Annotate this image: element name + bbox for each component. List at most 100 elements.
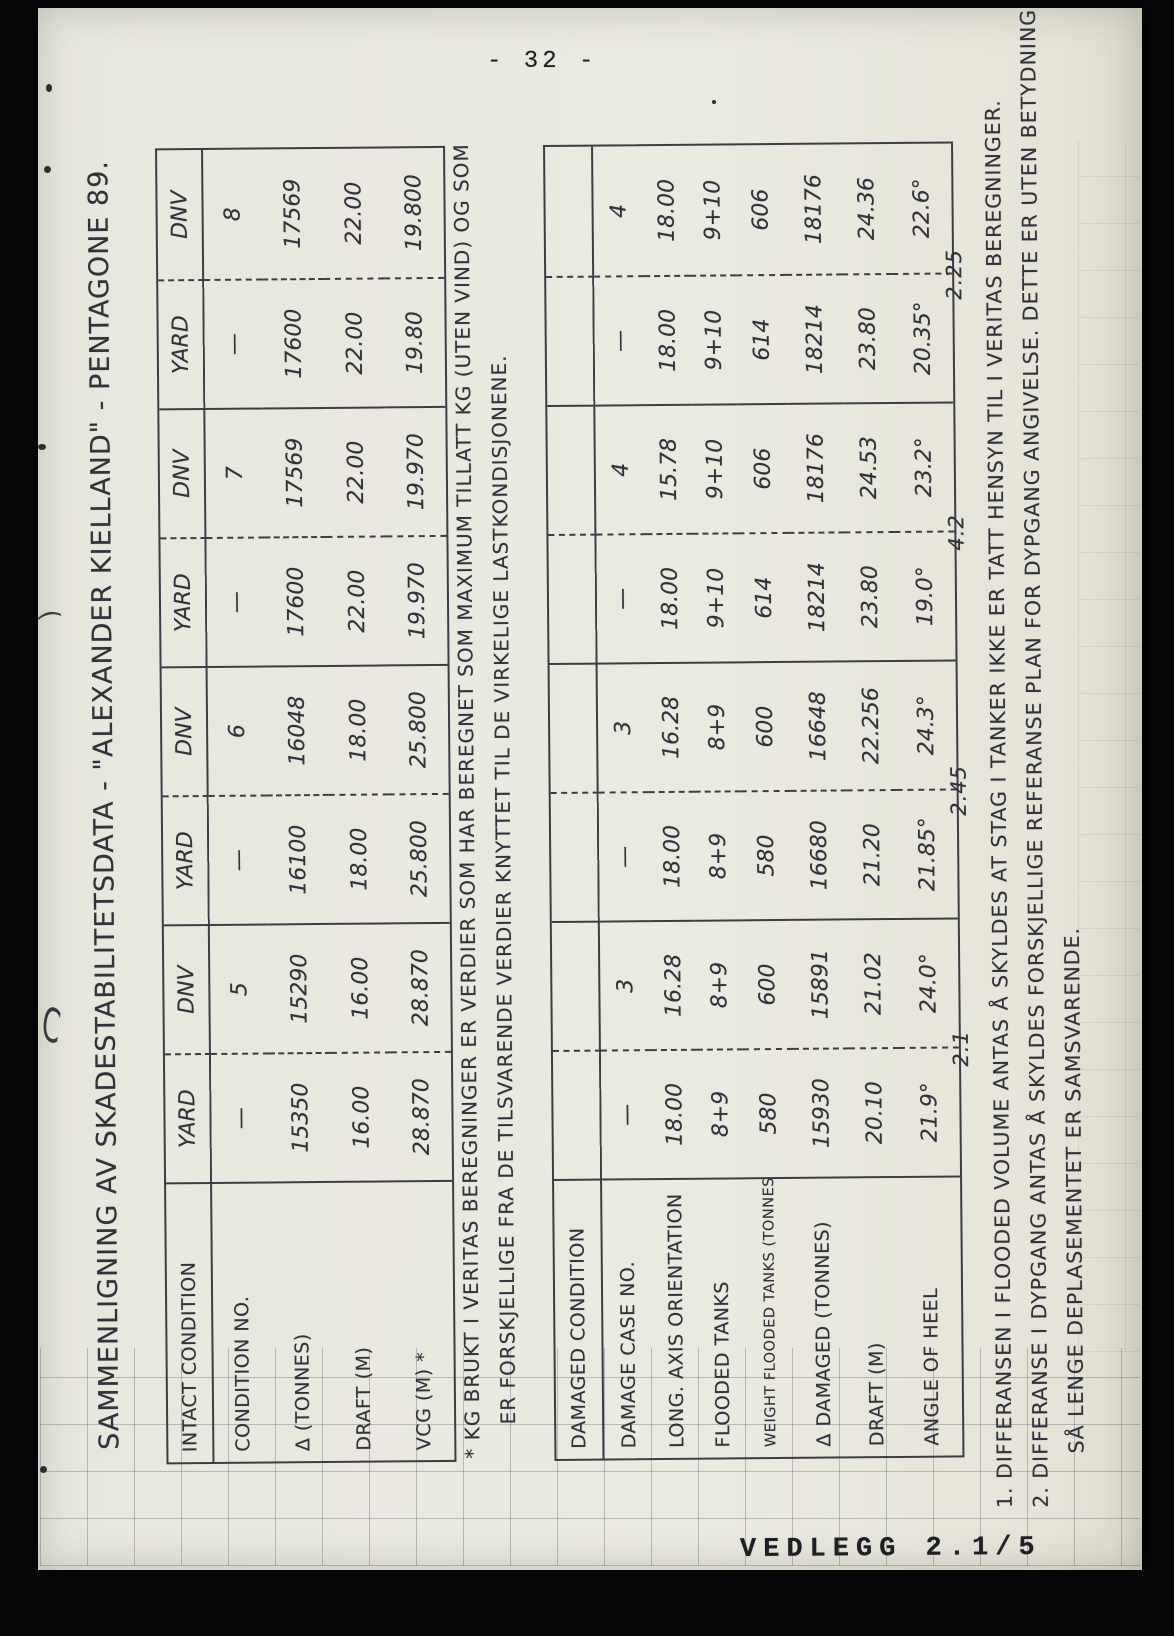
- table-cell: 21.02: [847, 917, 899, 1048]
- table-cell: 606: [747, 188, 774, 231]
- column-header-cell: [552, 1049, 603, 1179]
- ink-speck: [46, 84, 52, 92]
- column-header-cell: [550, 791, 600, 921]
- damaged-table: DAMAGED CONDITION DAMAGE CASE NO. —3—3—4—4…: [543, 141, 965, 1461]
- table-cell: 18214: [788, 531, 846, 661]
- table-cell: 15.78: [645, 403, 693, 534]
- column-header-cell: [548, 533, 598, 664]
- intact-table: INTACT CONDITION YARD DNV YARD DNV YARD DNV YAR…: [155, 145, 457, 1465]
- table-cell: 6: [207, 665, 267, 795]
- table-cell: 580: [740, 789, 792, 920]
- table-cell: 19.800: [400, 174, 427, 252]
- column-header-cell: DNV: [161, 665, 209, 796]
- table-cell: 580: [742, 1047, 795, 1178]
- table-cell: —: [596, 533, 648, 663]
- heel-difference-case4b: 2.25: [941, 248, 967, 300]
- heel-difference-case4a: 4.2: [944, 514, 969, 551]
- table-cell: 24.53: [843, 401, 895, 532]
- table-cell: 3: [597, 662, 649, 792]
- table-cell: 9+10: [692, 532, 740, 662]
- heel-difference-case3b: 2.45: [946, 764, 971, 816]
- table-cell: 4: [595, 404, 647, 534]
- row-label: Δ DAMAGED (TONNES): [794, 1176, 853, 1457]
- table-cell: 18176: [800, 174, 827, 245]
- row-label: Δ (TONNES): [270, 1180, 335, 1462]
- table-cell: 17569: [279, 178, 306, 249]
- intact-note-line2: ER FORSKJELLIGE FRA DE TILSVARENDE VERDI…: [486, 354, 521, 1425]
- paper-sheet: [38, 8, 1142, 1570]
- table-cell: 21.20: [846, 788, 898, 919]
- table-cell: 18.00: [327, 664, 389, 794]
- table-cell: 20.10: [848, 1046, 901, 1177]
- row-label: LONG. AXIS ORIENTATION: [652, 1177, 701, 1459]
- column-header-cell: YARD: [164, 1052, 213, 1183]
- table-cell: 16.28: [649, 919, 697, 1050]
- table-cell: 9+10: [691, 403, 739, 533]
- table-cell: —: [594, 275, 646, 405]
- table-cell: —: [600, 1049, 653, 1179]
- graph-paper-grid-strip: [1078, 140, 1140, 1352]
- table-cell: —: [206, 536, 266, 666]
- table-cell: 16100: [266, 793, 330, 924]
- graph-paper-grid-bottom: [40, 1348, 1140, 1566]
- table-cell: 16.28: [647, 661, 695, 792]
- table-cell: 17600: [262, 277, 326, 408]
- column-header-cell: DNV: [163, 923, 211, 1054]
- column-header-cell: DNV: [159, 407, 207, 538]
- row-label: WEIGHT FLOODED TANKS (TONNES): [744, 1176, 797, 1458]
- column-header-cell: YARD: [160, 536, 208, 667]
- table-cell: 22.256: [845, 659, 897, 790]
- table-cell: 16.00: [329, 922, 391, 1052]
- table-cell: 18176: [787, 402, 845, 532]
- row-label: DRAFT (M): [850, 1175, 903, 1457]
- ink-speck: [712, 100, 716, 104]
- table-cell: 4: [606, 203, 632, 218]
- table-cell: 15350: [268, 1051, 333, 1182]
- attachment-label: VEDLEGG 2.1/5: [739, 1532, 1042, 1566]
- table-cell: 8+9: [695, 919, 743, 1049]
- footnote-1: 1. DIFFERANSEN I FLOODED VOLUME ANTAS Å …: [980, 99, 1017, 1509]
- table-cell: —: [210, 1052, 271, 1182]
- column-header-cell: YARD: [162, 794, 210, 925]
- table-cell: 614: [738, 531, 790, 662]
- table-cell: 3: [599, 920, 651, 1050]
- column-header-cell: [551, 920, 601, 1050]
- table-cell: 16648: [789, 660, 847, 790]
- rotated-content-layer: SAMMENLIGNING AV SKADESTABILITETSDATA - …: [83, 9, 1105, 1520]
- footnote-2-line2: SÅ LENGE DEPLASEMENTET ER SAMSVARENDE.: [1059, 926, 1089, 1454]
- table-cell: 8+9: [694, 790, 742, 920]
- table-cell: 28.870: [389, 921, 451, 1052]
- table-cell: 22.00: [325, 406, 387, 536]
- table-cell: 600: [741, 918, 793, 1049]
- table-cell: 8+9: [693, 661, 741, 791]
- table-cell: 9+10: [690, 274, 738, 404]
- table-cell: 600: [739, 660, 791, 791]
- table-cell: 23.80: [844, 530, 896, 661]
- ink-speck: [40, 1466, 47, 1473]
- table-cell: 8+9: [696, 1048, 745, 1178]
- heel-difference-case3a: 2.1: [948, 1030, 974, 1067]
- column-header-cell: YARD: [158, 279, 206, 409]
- table-cell: 606: [737, 402, 789, 533]
- table-cell: 17600: [264, 535, 328, 666]
- table-cell: 18.00: [650, 1048, 699, 1179]
- table-cell: 18.00: [644, 274, 692, 405]
- row-label: DAMAGE CASE NO.: [602, 1178, 655, 1459]
- table-cell: 28.870: [390, 1050, 453, 1181]
- ink-speck: [44, 166, 51, 173]
- row-label: ANGLE OF HEEL: [900, 1175, 963, 1456]
- page-number: - 32 -: [487, 48, 598, 75]
- footnote-2-line1: 2. DIFFERANSE I DYPGANG ANTAS Å SKYLDES …: [1015, 8, 1053, 1508]
- table-cell: 22.00: [324, 277, 386, 407]
- row-label: DRAFT (M): [332, 1180, 395, 1461]
- table-cell: 23.80: [842, 272, 894, 403]
- table-cell: 19.80: [384, 276, 446, 407]
- column-header-cell: DNV: [157, 150, 205, 280]
- table-cell: 24.36: [853, 177, 880, 241]
- table-cell: 16048: [265, 664, 329, 795]
- table-cell: 19.970: [385, 405, 447, 536]
- graph-paper-grid-band: [40, 1348, 1140, 1566]
- table-cell: 25.800: [387, 663, 449, 794]
- table-cell: 18.00: [328, 793, 390, 923]
